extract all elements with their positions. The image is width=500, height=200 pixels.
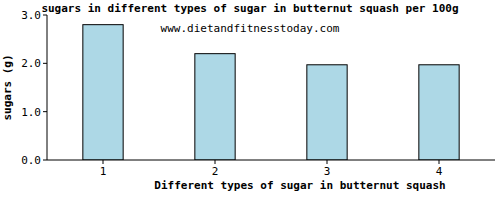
chart: 0.0 1.0 2.0 3.0 1 2 3 4 sugars in different type… [0, 0, 500, 200]
y-axis [47, 15, 48, 160]
chart-container: 0.0 1.0 2.0 3.0 1 2 3 4 sugars in different type… [0, 0, 500, 200]
bar [419, 65, 459, 160]
x-tick [215, 160, 216, 164]
title: sugars in different types of sugar in bu… [41, 2, 458, 15]
bars [83, 25, 459, 160]
y-tick [43, 160, 47, 161]
x-tick [439, 160, 440, 164]
subtitle: www.dietandfitnesstoday.com [161, 22, 340, 35]
y-tick [43, 111, 47, 112]
bar [83, 25, 123, 160]
x-tick-label: 1 [100, 165, 107, 178]
x-tick-label: 4 [436, 165, 443, 178]
y-tick-label: 2.0 [21, 57, 41, 70]
x-axis [47, 160, 495, 161]
y-tick-label: 3.0 [21, 9, 41, 22]
x-tick [103, 160, 104, 164]
y-tick-label: 0.0 [21, 154, 41, 167]
x-tick-label: 3 [324, 165, 331, 178]
x-tick-label: 2 [212, 165, 219, 178]
x-tick [327, 160, 328, 164]
y-tick-label: 1.0 [21, 106, 41, 119]
bar [195, 54, 235, 160]
y-tick [43, 63, 47, 64]
y-axis-label: sugars (g) [1, 54, 14, 120]
x-axis-label: Different types of sugar in butternut sq… [154, 179, 445, 192]
bar [307, 65, 347, 160]
